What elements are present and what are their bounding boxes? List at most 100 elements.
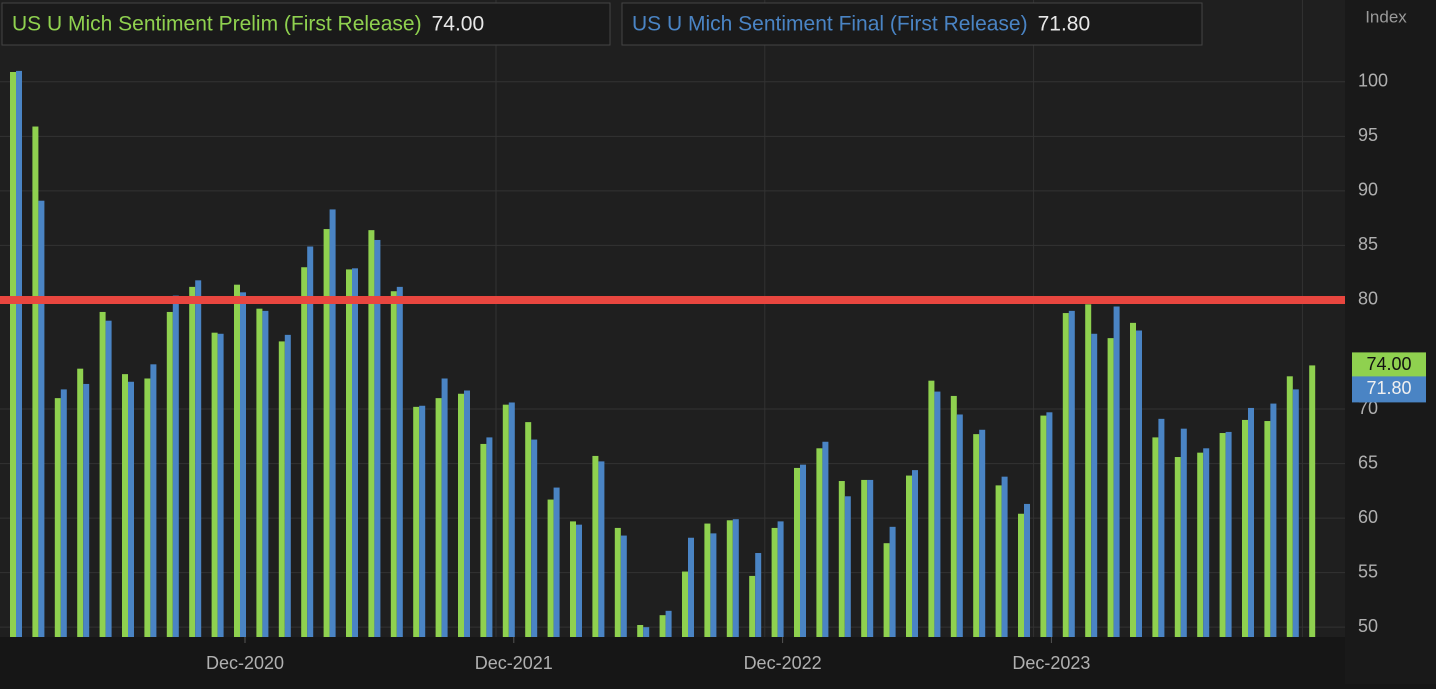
bar: [1040, 415, 1047, 637]
bar: [665, 610, 672, 637]
bar: [1113, 306, 1120, 637]
bar: [794, 467, 800, 637]
bar: [620, 535, 627, 637]
bar: [1309, 365, 1316, 637]
bar: [973, 434, 980, 637]
bar: [1270, 403, 1277, 637]
bar: [413, 406, 420, 637]
bar: [502, 404, 509, 637]
y-axis-area: [1345, 0, 1436, 684]
bar: [1062, 313, 1069, 637]
bar: [525, 422, 532, 637]
bar: [755, 553, 762, 637]
bar: [301, 267, 308, 637]
bar: [592, 455, 599, 637]
bar: [32, 126, 39, 637]
y-axis-label: Index: [1365, 7, 1407, 26]
bar: [83, 383, 90, 637]
bar: [256, 308, 263, 637]
y-tick-label: 100: [1358, 71, 1388, 91]
legend-value: 71.80: [1038, 13, 1091, 36]
bar: [60, 389, 67, 637]
bar: [1085, 304, 1092, 637]
bar: [771, 527, 778, 637]
bar: [883, 543, 890, 637]
bar: [934, 391, 941, 637]
bar: [928, 380, 935, 637]
bar: [441, 378, 448, 637]
bar: [1107, 338, 1114, 637]
bar: [16, 70, 22, 637]
bar: [732, 519, 739, 637]
legend-value: 74.00: [432, 13, 485, 36]
y-tick-label: 55: [1358, 561, 1378, 581]
legend-box: [1, 2, 611, 46]
bar: [1158, 418, 1165, 637]
y-tick-label: 80: [1358, 289, 1378, 309]
bar: [323, 229, 330, 637]
bar: [726, 520, 733, 637]
y-tick-label: 60: [1358, 507, 1378, 527]
bar: [195, 280, 202, 637]
bar: [99, 311, 106, 637]
x-tick-label: Dec-2020: [206, 653, 284, 673]
bar: [614, 527, 621, 637]
bar: [262, 310, 269, 637]
bar: [1152, 437, 1159, 637]
bar: [435, 398, 442, 637]
bar: [1203, 448, 1210, 637]
last-value-badge: [1352, 376, 1426, 403]
bar: [172, 295, 179, 637]
bar: [1248, 407, 1254, 637]
bar: [189, 286, 196, 637]
bar: [749, 575, 756, 637]
bar: [122, 374, 128, 637]
bar: [374, 239, 381, 637]
bar: [906, 475, 912, 637]
legend-box: [621, 2, 1203, 46]
bar: [547, 499, 554, 637]
x-tick-label: Dec-2021: [475, 653, 553, 673]
bar: [710, 533, 717, 637]
bar: [570, 521, 576, 637]
bar: [816, 448, 823, 637]
bar: [1018, 513, 1024, 637]
bar: [1219, 433, 1226, 637]
bar: [166, 311, 173, 637]
bar: [458, 393, 464, 637]
bar: [861, 479, 868, 637]
bar: [995, 485, 1002, 637]
bar: [464, 390, 470, 637]
bar: [486, 437, 493, 637]
bar: [284, 334, 291, 637]
bar: [329, 209, 336, 637]
bar: [234, 284, 240, 637]
plot-area: [0, 0, 1345, 637]
bar: [1174, 457, 1181, 637]
bar: [822, 441, 829, 637]
bar: [1001, 476, 1008, 637]
bar: [419, 405, 426, 637]
bar: [1046, 412, 1053, 637]
legend-name: US U Mich Sentiment Final (First Release…: [632, 13, 1028, 36]
bar: [643, 627, 650, 637]
bar: [480, 443, 487, 637]
bar: [576, 524, 582, 637]
bar: [844, 496, 851, 637]
bar: [912, 470, 918, 637]
bar: [1264, 421, 1271, 637]
y-tick-label: 70: [1358, 398, 1378, 418]
bar: [10, 71, 16, 637]
bar: [553, 487, 560, 637]
y-tick-label: 50: [1358, 616, 1378, 636]
last-value-label: 71.80: [1366, 378, 1411, 398]
bar: [531, 439, 538, 637]
bar: [390, 291, 397, 637]
legend-name: US U Mich Sentiment Prelim (First Releas…: [12, 13, 422, 36]
bar: [1286, 376, 1293, 637]
bar: [682, 571, 688, 637]
bar: [38, 200, 45, 638]
bar: [688, 537, 694, 637]
bar: [77, 368, 84, 637]
